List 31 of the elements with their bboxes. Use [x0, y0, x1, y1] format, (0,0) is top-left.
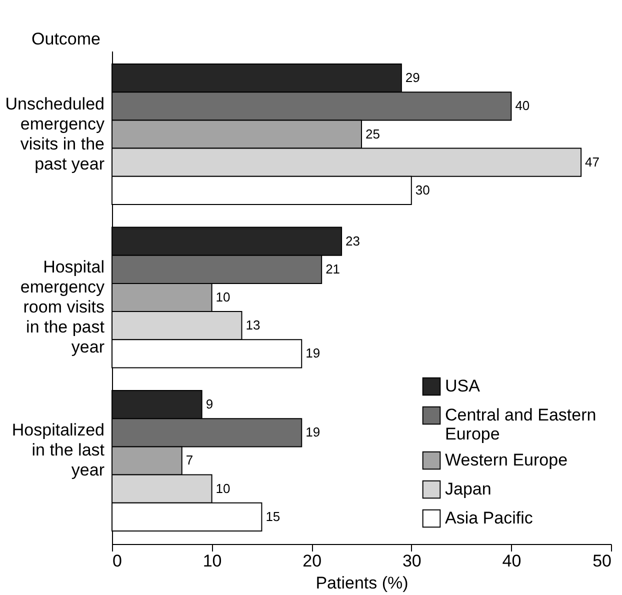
x-tick-label: 30	[402, 552, 422, 570]
y-axis-title: Outcome	[32, 30, 100, 48]
data-label: 19	[306, 346, 320, 361]
data-label: 23	[346, 233, 360, 248]
legend-label: Japan	[445, 480, 492, 498]
data-label: 10	[216, 290, 230, 304]
legend-label: Asia Pacific	[445, 508, 534, 528]
x-axis-title: Patients (%)	[316, 574, 408, 592]
legend-label: Central and Eastern Europe	[445, 406, 596, 444]
data-label: 9	[206, 396, 214, 412]
y-tick-label: Hospitalized in the last year	[12, 420, 105, 480]
data-label: 25	[366, 126, 380, 142]
legend-label: Western Europe	[445, 450, 568, 470]
data-label: 7	[186, 452, 194, 468]
data-label: 40	[515, 98, 530, 114]
data-label: 19	[306, 424, 320, 440]
x-tick-label: 20	[302, 552, 322, 570]
x-tick-label: 10	[202, 552, 222, 570]
legend-label: USA	[445, 376, 481, 396]
data-label: 47	[585, 154, 600, 170]
data-label: 15	[266, 508, 280, 524]
y-tick-label: Unscheduled emergency visits in the past year	[5, 94, 105, 174]
data-label: 10	[216, 480, 230, 496]
y-tick-label: Hospital emergency room visits in the past year	[20, 258, 105, 356]
x-tick-label: 40	[502, 552, 522, 570]
data-label: 21	[326, 261, 340, 276]
data-label: 13	[246, 318, 260, 333]
x-tick-label: 0	[112, 552, 122, 570]
data-label: 30	[415, 182, 430, 198]
x-tick-label: 50	[592, 552, 612, 570]
data-label: 29	[405, 70, 420, 86]
